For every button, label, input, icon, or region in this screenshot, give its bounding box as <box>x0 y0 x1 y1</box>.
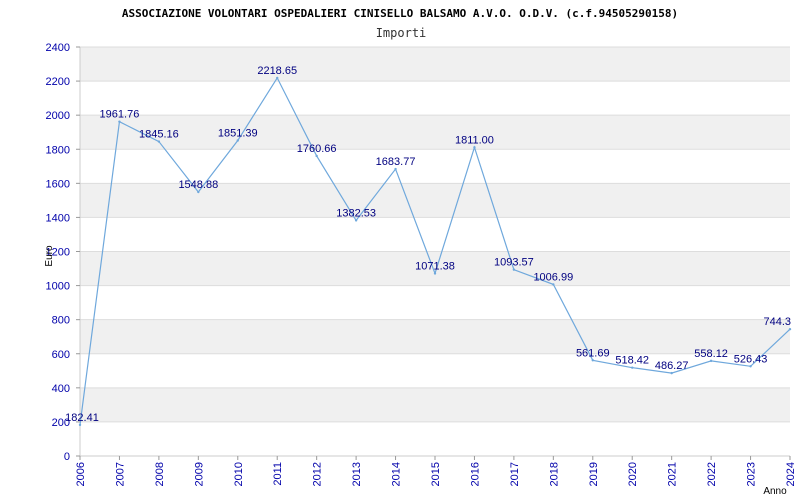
data-point <box>788 327 792 331</box>
y-axis-label: Euro <box>44 245 55 267</box>
x-tick-label: 2018 <box>548 462 560 486</box>
y-tick-label: 200 <box>52 417 70 429</box>
data-point <box>552 283 555 286</box>
x-tick-label: 2008 <box>154 462 166 486</box>
data-point <box>157 140 161 143</box>
series-layer <box>78 76 792 427</box>
data-point <box>512 268 516 271</box>
data-point <box>709 359 713 363</box>
data-label: 1006.99 <box>533 271 573 283</box>
data-label: 2218.65 <box>257 65 297 77</box>
x-tick-label: 2007 <box>114 462 126 486</box>
chart-title: ASSOCIAZIONE VOLONTARI OSPEDALIERI CINIS… <box>122 7 678 20</box>
data-label: 486.27 <box>655 360 689 372</box>
data-label: 561.69 <box>576 347 610 359</box>
data-label: 518.42 <box>615 355 649 367</box>
data-label: 558.12 <box>694 348 728 360</box>
data-point <box>354 219 358 222</box>
y-tick-label: 1400 <box>46 212 70 224</box>
plot-background-bands <box>80 47 790 422</box>
x-tick-label: 2021 <box>667 462 679 486</box>
x-tick-label: 2016 <box>469 462 481 486</box>
data-label: 526.43 <box>734 353 768 365</box>
data-label: 1961.76 <box>100 109 140 121</box>
y-axis-ticks: 0 200 400 600 800 1000 1200 1400 1600 1800 2000 220… <box>46 42 80 463</box>
x-tick-label: 2017 <box>509 462 521 486</box>
data-label: 1071.38 <box>415 260 455 272</box>
x-tick-label: 2009 <box>193 462 205 486</box>
data-labels: 182.41 1961.76 1845.16 1548.88 1851.39 2218.6… <box>65 65 791 424</box>
y-tick-label: 1000 <box>46 281 70 293</box>
y-tick-label: 1200 <box>46 247 70 259</box>
plot-band <box>80 47 790 82</box>
data-point <box>394 167 397 171</box>
x-axis-label: Anno <box>763 486 787 497</box>
data-point <box>315 154 318 158</box>
data-point <box>118 120 121 123</box>
plot-band <box>80 319 790 354</box>
data-point <box>749 365 752 368</box>
x-axis-ticks: 2006 2007 2008 2009 2010 2011 2012 2013 2014 2015… <box>75 456 797 486</box>
data-point <box>670 371 673 375</box>
y-tick-label: 600 <box>52 349 70 361</box>
data-point <box>276 76 279 80</box>
x-tick-label: 2006 <box>75 462 87 486</box>
data-label: 1851.39 <box>218 127 258 139</box>
y-tick-label: 400 <box>52 383 70 395</box>
data-label: 1548.88 <box>178 179 218 191</box>
data-point <box>433 272 437 275</box>
y-tick-label: 2000 <box>46 110 70 122</box>
x-tick-label: 2011 <box>272 462 284 486</box>
y-tick-label: 800 <box>52 315 70 327</box>
plot-band <box>80 387 790 422</box>
plot-band <box>80 115 790 150</box>
plot-band <box>80 183 790 218</box>
data-label: 1683.77 <box>376 156 416 168</box>
x-tick-label: 2019 <box>588 462 600 486</box>
data-point <box>631 366 634 369</box>
data-point <box>591 359 594 362</box>
plot-band <box>80 251 790 286</box>
data-point <box>236 139 239 142</box>
data-label: 1093.57 <box>494 257 534 269</box>
data-label: 182.41 <box>65 412 99 424</box>
data-label: 1382.53 <box>336 207 376 219</box>
x-tick-label: 2020 <box>627 462 639 486</box>
y-tick-label: 2200 <box>46 76 70 88</box>
data-label: 1845.16 <box>139 129 179 141</box>
data-point <box>78 423 82 427</box>
x-tick-label: 2014 <box>391 462 403 486</box>
data-label: 1811.00 <box>455 134 494 146</box>
data-label: 1760.66 <box>297 143 337 155</box>
y-tick-label: 1800 <box>46 144 70 156</box>
data-point <box>473 146 476 149</box>
x-tick-label: 2023 <box>746 462 758 486</box>
data-point <box>197 190 200 194</box>
y-tick-label: 0 <box>64 451 70 463</box>
x-tick-label: 2022 <box>706 462 718 486</box>
x-tick-label: 2010 <box>233 462 245 486</box>
x-tick-label: 2024 <box>785 462 797 486</box>
x-tick-label: 2012 <box>312 462 324 486</box>
x-tick-label: 2015 <box>430 462 442 486</box>
y-tick-label: 1600 <box>46 178 70 190</box>
data-label: 744.3 <box>763 316 791 328</box>
x-tick-label: 2013 <box>351 462 363 486</box>
y-tick-label: 2400 <box>46 42 70 54</box>
chart-subtitle: Importi <box>376 26 427 40</box>
